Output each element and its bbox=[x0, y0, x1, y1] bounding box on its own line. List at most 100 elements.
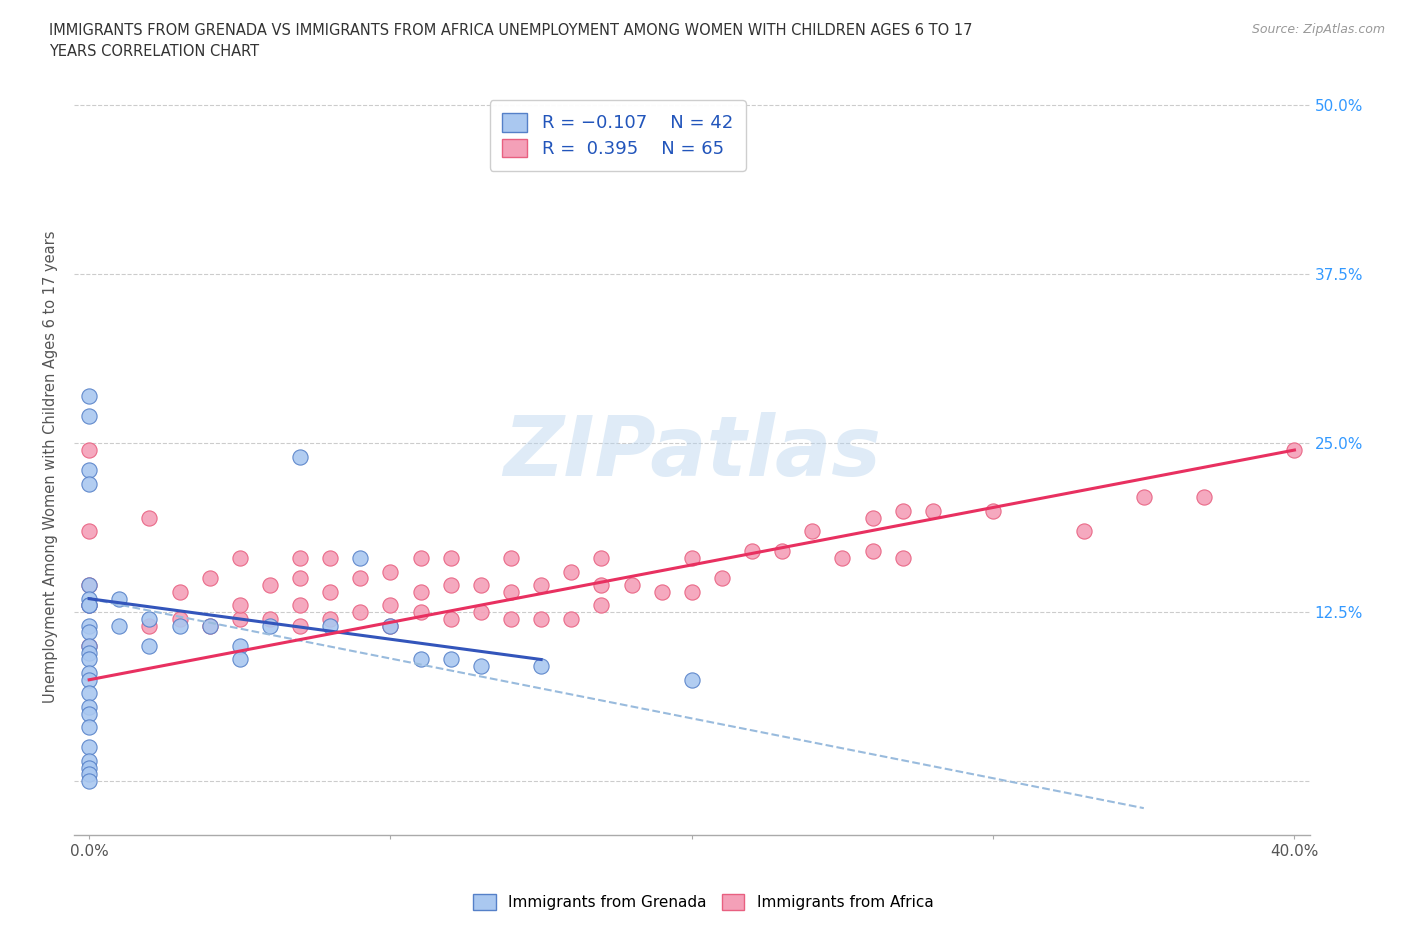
Point bbox=[409, 604, 432, 619]
Point bbox=[560, 565, 582, 579]
Legend: Immigrants from Grenada, Immigrants from Africa: Immigrants from Grenada, Immigrants from… bbox=[465, 886, 941, 918]
Point bbox=[981, 503, 1004, 518]
Point bbox=[770, 544, 793, 559]
Point bbox=[229, 652, 252, 667]
Point bbox=[77, 598, 100, 613]
Point bbox=[440, 578, 463, 592]
Point bbox=[77, 598, 100, 613]
Y-axis label: Unemployment Among Women with Children Ages 6 to 17 years: Unemployment Among Women with Children A… bbox=[44, 231, 58, 703]
Point bbox=[198, 618, 221, 633]
Point bbox=[138, 511, 160, 525]
Point bbox=[169, 618, 191, 633]
Point bbox=[891, 551, 914, 565]
Point bbox=[409, 551, 432, 565]
Point bbox=[681, 584, 703, 599]
Point bbox=[77, 699, 100, 714]
Point bbox=[229, 639, 252, 654]
Point bbox=[77, 720, 100, 735]
Point bbox=[77, 476, 100, 491]
Point bbox=[651, 584, 673, 599]
Point bbox=[288, 571, 311, 586]
Point bbox=[138, 618, 160, 633]
Point bbox=[862, 511, 884, 525]
Point bbox=[138, 639, 160, 654]
Point bbox=[108, 591, 131, 606]
Point bbox=[440, 612, 463, 627]
Point bbox=[77, 753, 100, 768]
Point bbox=[530, 658, 553, 673]
Point bbox=[380, 565, 402, 579]
Point bbox=[77, 760, 100, 775]
Point bbox=[77, 409, 100, 424]
Point bbox=[77, 463, 100, 478]
Text: Source: ZipAtlas.com: Source: ZipAtlas.com bbox=[1251, 23, 1385, 36]
Point bbox=[1133, 490, 1156, 505]
Point bbox=[499, 612, 522, 627]
Point bbox=[319, 612, 342, 627]
Point bbox=[591, 551, 613, 565]
Point bbox=[288, 598, 311, 613]
Point bbox=[409, 652, 432, 667]
Point bbox=[229, 551, 252, 565]
Point bbox=[921, 503, 943, 518]
Point bbox=[259, 612, 281, 627]
Point bbox=[1284, 443, 1306, 458]
Text: ZIPatlas: ZIPatlas bbox=[503, 412, 880, 493]
Point bbox=[259, 578, 281, 592]
Point bbox=[801, 524, 824, 538]
Point bbox=[77, 389, 100, 404]
Point bbox=[470, 658, 492, 673]
Point bbox=[380, 598, 402, 613]
Point bbox=[77, 685, 100, 700]
Point bbox=[319, 584, 342, 599]
Point bbox=[470, 578, 492, 592]
Point bbox=[77, 443, 100, 458]
Point bbox=[138, 612, 160, 627]
Point bbox=[319, 618, 342, 633]
Point bbox=[620, 578, 643, 592]
Point bbox=[319, 551, 342, 565]
Point bbox=[831, 551, 853, 565]
Point bbox=[288, 551, 311, 565]
Point bbox=[259, 618, 281, 633]
Point bbox=[891, 503, 914, 518]
Point bbox=[77, 740, 100, 755]
Point bbox=[77, 767, 100, 782]
Point bbox=[77, 666, 100, 681]
Point bbox=[1073, 524, 1095, 538]
Point bbox=[108, 618, 131, 633]
Point bbox=[77, 639, 100, 654]
Point bbox=[77, 706, 100, 721]
Point bbox=[229, 612, 252, 627]
Point bbox=[77, 591, 100, 606]
Legend: R = −0.107    N = 42, R =  0.395    N = 65: R = −0.107 N = 42, R = 0.395 N = 65 bbox=[489, 100, 745, 170]
Point bbox=[77, 774, 100, 789]
Point bbox=[77, 639, 100, 654]
Point bbox=[229, 598, 252, 613]
Point bbox=[710, 571, 733, 586]
Point bbox=[380, 618, 402, 633]
Point bbox=[77, 524, 100, 538]
Point bbox=[440, 551, 463, 565]
Point bbox=[198, 571, 221, 586]
Point bbox=[862, 544, 884, 559]
Point bbox=[591, 578, 613, 592]
Point bbox=[77, 652, 100, 667]
Point bbox=[169, 584, 191, 599]
Point bbox=[169, 612, 191, 627]
Point bbox=[499, 584, 522, 599]
Point bbox=[409, 584, 432, 599]
Point bbox=[681, 672, 703, 687]
Point bbox=[530, 612, 553, 627]
Text: IMMIGRANTS FROM GRENADA VS IMMIGRANTS FROM AFRICA UNEMPLOYMENT AMONG WOMEN WITH : IMMIGRANTS FROM GRENADA VS IMMIGRANTS FR… bbox=[49, 23, 973, 60]
Point bbox=[530, 578, 553, 592]
Point bbox=[1192, 490, 1215, 505]
Point bbox=[288, 449, 311, 464]
Point bbox=[77, 578, 100, 592]
Point bbox=[349, 571, 371, 586]
Point bbox=[470, 604, 492, 619]
Point bbox=[349, 604, 371, 619]
Point bbox=[440, 652, 463, 667]
Point bbox=[77, 625, 100, 640]
Point bbox=[77, 578, 100, 592]
